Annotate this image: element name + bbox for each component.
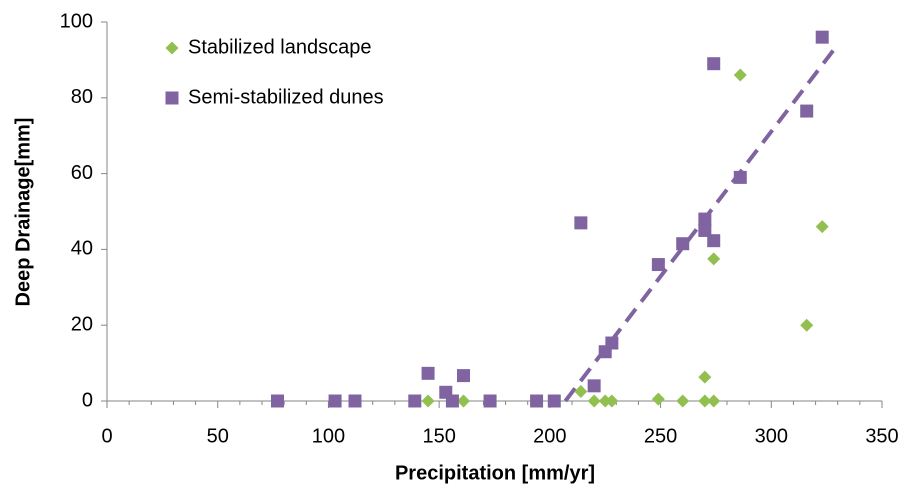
x-tick-label: 100 <box>312 425 345 447</box>
data-point <box>421 366 435 380</box>
data-point <box>698 370 712 384</box>
data-point <box>574 385 588 399</box>
data-point <box>800 318 814 332</box>
data-point <box>733 68 747 82</box>
y-tick-label: 80 <box>71 86 93 108</box>
data-point <box>707 394 721 408</box>
x-tick-label: 350 <box>865 425 898 447</box>
data-point <box>408 394 422 408</box>
y-tick-label: 0 <box>82 389 93 411</box>
x-tick-label: 200 <box>533 425 566 447</box>
data-point <box>348 394 362 408</box>
legend-marker <box>165 41 179 55</box>
x-tick-label: 300 <box>755 425 788 447</box>
data-point <box>483 394 497 408</box>
data-point <box>530 394 544 408</box>
x-tick-label: 250 <box>644 425 677 447</box>
legend-marker <box>165 91 179 105</box>
y-tick-label: 100 <box>60 10 93 32</box>
data-point <box>651 258 665 272</box>
legend-label: Semi-stabilized dunes <box>188 86 384 108</box>
data-point <box>815 30 829 44</box>
data-point <box>605 336 619 350</box>
data-point <box>445 394 459 408</box>
x-tick-label: 150 <box>422 425 455 447</box>
data-point <box>574 216 588 230</box>
data-point <box>457 394 470 408</box>
data-point <box>271 394 284 408</box>
data-point <box>707 234 721 248</box>
data-point <box>800 104 814 118</box>
data-point <box>598 394 612 408</box>
y-tick-label: 40 <box>71 238 93 260</box>
data-point <box>676 237 690 251</box>
data-point <box>815 220 829 234</box>
data-point <box>587 394 601 408</box>
data-point <box>587 379 601 393</box>
data-point <box>707 57 721 71</box>
y-tick-label: 20 <box>71 313 93 335</box>
data-point <box>676 394 690 408</box>
data-point <box>547 394 561 408</box>
data-point <box>457 369 470 383</box>
x-axis-title: Precipitation [mm/yr] <box>395 462 595 484</box>
x-tick-label: 50 <box>207 425 229 447</box>
y-axis-title: Deep Drainage[mm] <box>12 118 34 307</box>
legend-label: Stabilized landscape <box>188 36 371 58</box>
x-tick-label: 0 <box>101 425 112 447</box>
data-point <box>733 170 747 184</box>
data-point <box>698 223 712 237</box>
data-point <box>605 394 619 408</box>
data-point <box>707 252 721 266</box>
y-tick-label: 60 <box>71 162 93 184</box>
data-point <box>698 212 712 226</box>
data-point <box>328 394 342 408</box>
data-point <box>651 392 665 406</box>
data-point <box>698 394 712 408</box>
data-point <box>421 394 435 408</box>
